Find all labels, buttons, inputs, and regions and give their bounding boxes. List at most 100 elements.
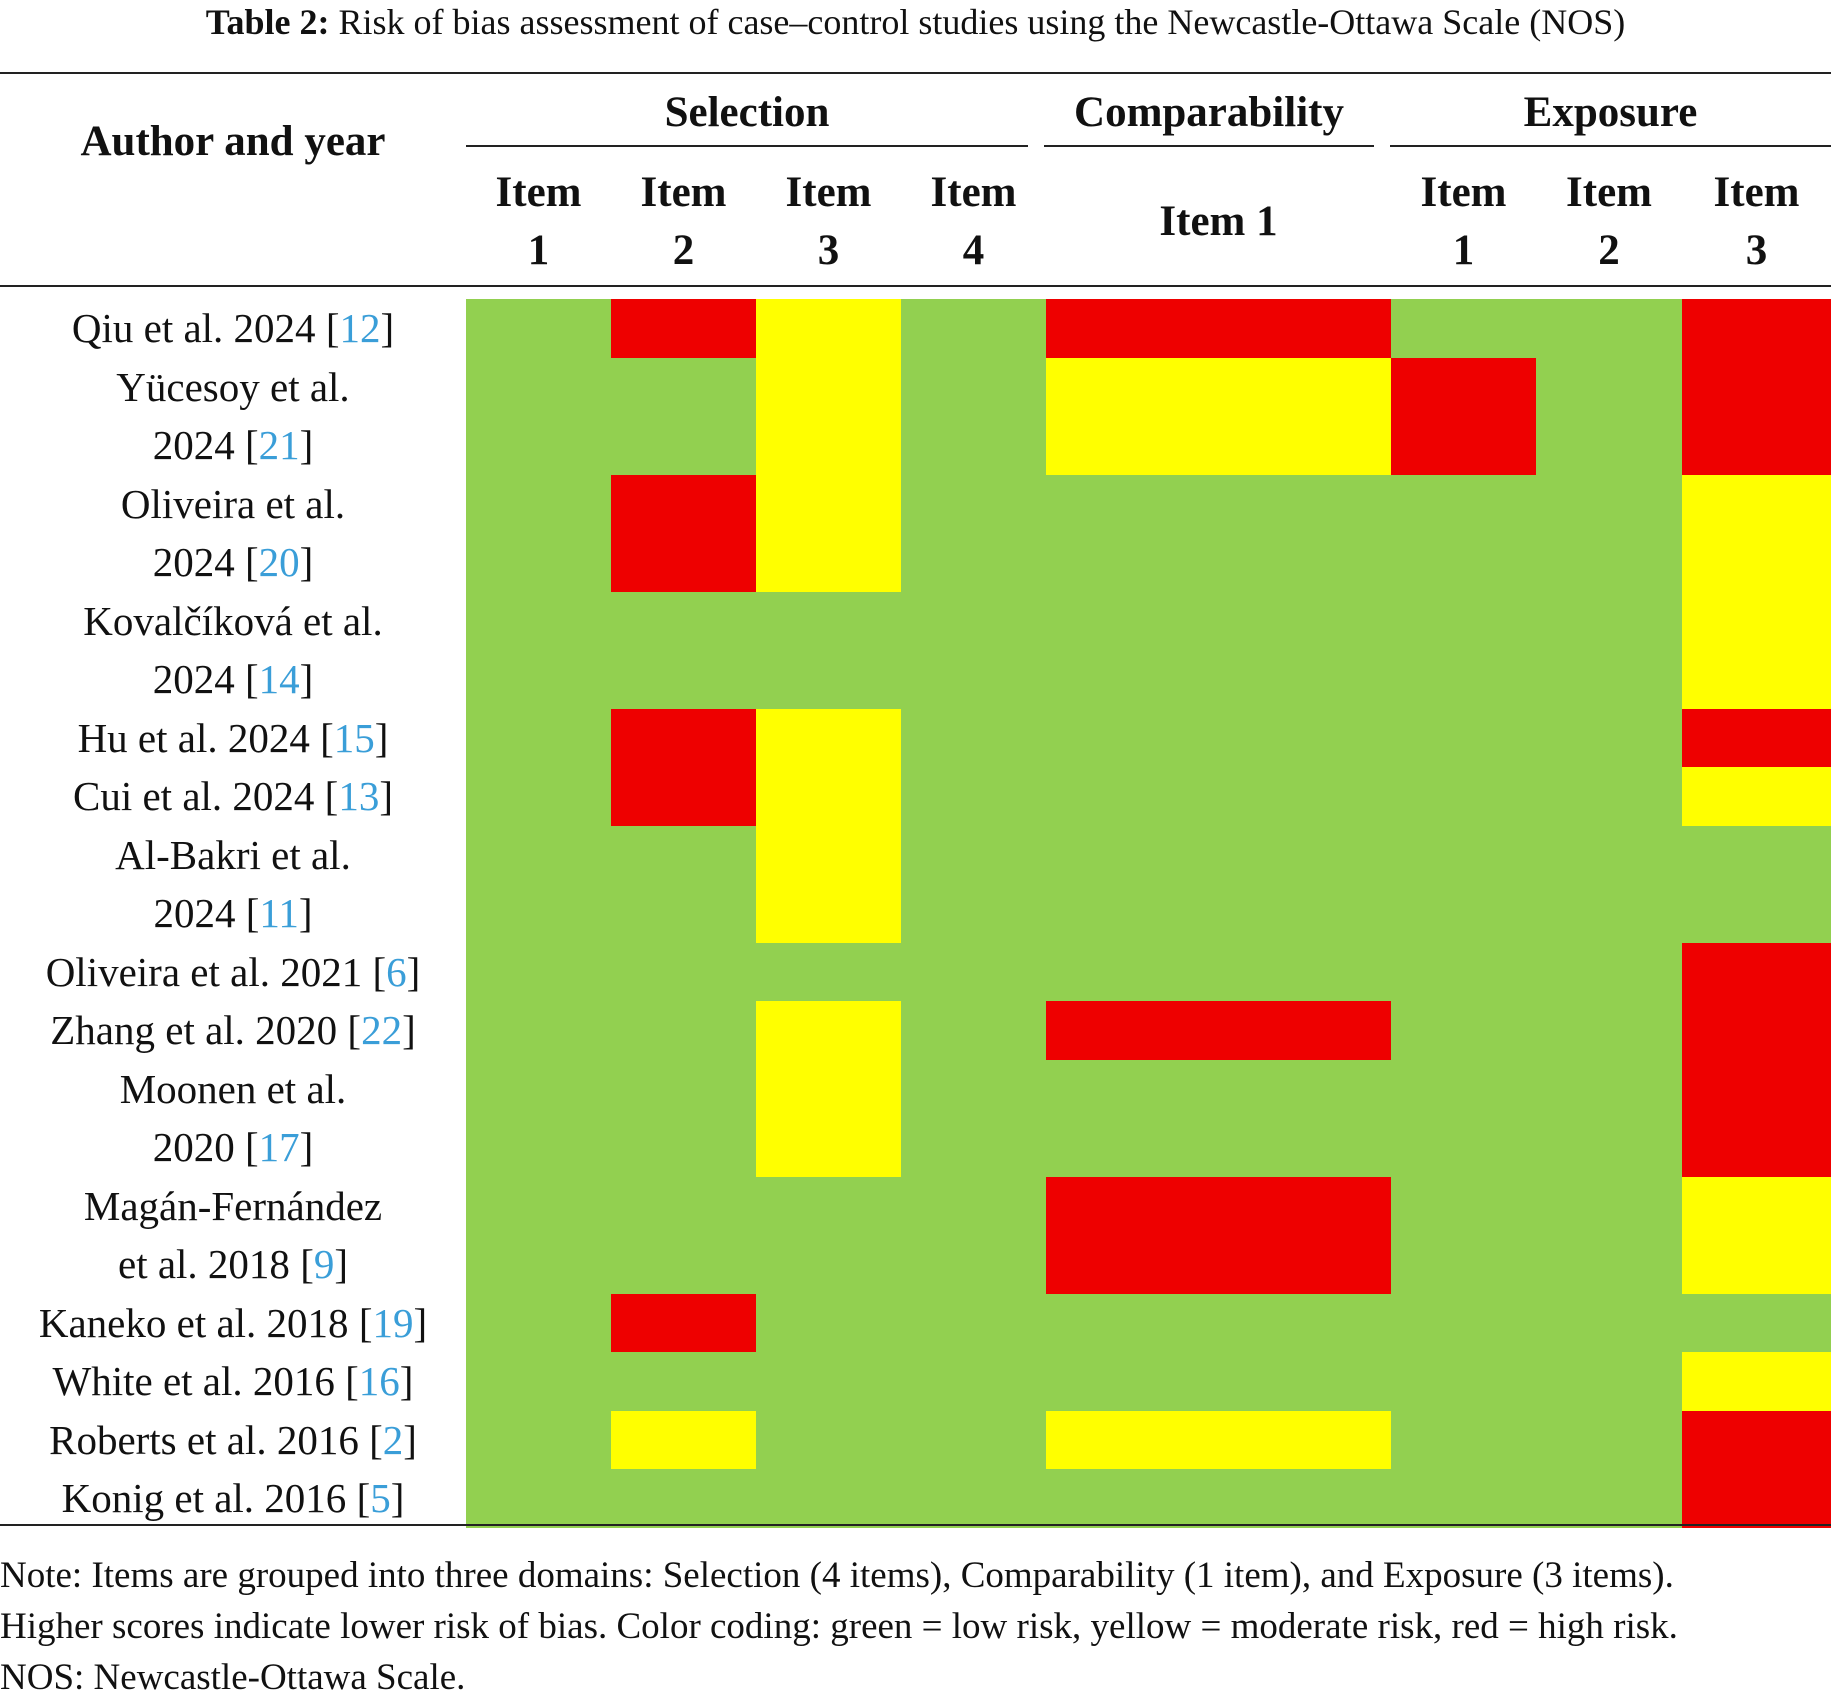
- rating-cell-g: [611, 1001, 756, 1060]
- rating-cell-g: [756, 1352, 901, 1411]
- rating-cell-r: [611, 299, 756, 358]
- rating-cell-g: [1046, 475, 1391, 592]
- citation-link[interactable]: 9: [313, 1240, 335, 1287]
- rating-cell-r: [1682, 943, 1831, 1001]
- rating-cell-g: [1046, 767, 1391, 826]
- rating-cell-g: [466, 358, 611, 475]
- item-header-6: Item 1: [1420, 169, 1507, 274]
- study-author-13: White et al. 2016 [16]: [52, 1358, 414, 1404]
- table-caption: Table 2: Risk of bias assessment of case…: [0, 0, 1831, 44]
- rating-cell-g: [466, 1294, 611, 1352]
- rating-cell-y: [756, 299, 901, 358]
- rating-cell-g: [1046, 1352, 1391, 1411]
- rating-cell-g: [901, 1001, 1046, 1060]
- rating-cell-g: [1536, 1469, 1682, 1528]
- rating-cell-y: [756, 1060, 901, 1177]
- rating-cell-g: [466, 475, 611, 592]
- selection-underline: [466, 145, 1028, 147]
- rating-cell-r: [1046, 1177, 1391, 1294]
- rating-cell-g: [1536, 358, 1682, 475]
- rating-cell-g: [466, 1411, 611, 1469]
- rating-cell-y: [756, 475, 901, 592]
- note-line-2: Higher scores indicate lower risk of bia…: [0, 1606, 1678, 1647]
- rating-cell-y: [1682, 592, 1831, 709]
- table-note: Note: Items are grouped into three domai…: [0, 1550, 1831, 1703]
- rating-cell-g: [901, 1177, 1046, 1294]
- rating-cell-y: [1682, 1352, 1831, 1411]
- rating-cell-y: [756, 767, 901, 826]
- rating-cell-r: [1682, 299, 1831, 358]
- rating-cell-g: [1046, 1060, 1391, 1177]
- citation-link[interactable]: 22: [361, 1007, 403, 1053]
- rating-cell-g: [756, 592, 901, 709]
- rating-cell-g: [466, 592, 611, 709]
- citation-link[interactable]: 13: [338, 773, 380, 819]
- rating-cell-g: [1536, 1001, 1682, 1060]
- citation-link[interactable]: 5: [370, 1475, 391, 1521]
- rating-cell-r: [1046, 299, 1391, 358]
- comparability-underline: [1044, 145, 1374, 147]
- citation-link[interactable]: 6: [386, 948, 407, 995]
- citation-link[interactable]: 15: [333, 714, 375, 761]
- rating-cell-g: [901, 1060, 1046, 1177]
- study-author-1: Qiu et al. 2024 [12]: [71, 305, 395, 351]
- rating-cell-g: [901, 943, 1046, 1001]
- study-author-10: Moonen et al. 2020 [17]: [119, 1065, 347, 1170]
- citation-link[interactable]: 21: [258, 421, 300, 468]
- rating-cell-r: [1682, 709, 1831, 767]
- study-author-14: Roberts et al. 2016 [2]: [49, 1416, 417, 1463]
- citation-link[interactable]: 20: [258, 538, 300, 585]
- rating-cell-g: [1391, 826, 1536, 943]
- rating-cell-y: [756, 826, 901, 943]
- rating-cell-g: [1682, 1294, 1831, 1352]
- rating-cell-g: [901, 709, 1046, 767]
- rating-cell-g: [1536, 1060, 1682, 1177]
- study-author-5: Hu et al. 2024 [15]: [77, 714, 389, 761]
- rating-cell-g: [1536, 943, 1682, 1001]
- citation-link[interactable]: 16: [358, 1358, 400, 1404]
- study-author-8: Oliveira et al. 2021 [6]: [45, 948, 421, 995]
- rating-cell-g: [1536, 299, 1682, 358]
- citation-link[interactable]: 14: [258, 655, 300, 702]
- rating-cell-g: [756, 1177, 901, 1294]
- rating-cell-g: [901, 1469, 1046, 1528]
- rating-cell-g: [611, 1060, 756, 1177]
- item-header-5: Item 1: [1159, 198, 1278, 245]
- rating-cell-r: [1046, 1001, 1391, 1060]
- rating-cell-g: [901, 358, 1046, 475]
- rating-cell-r: [1682, 358, 1831, 475]
- rating-cell-g: [901, 592, 1046, 709]
- citation-link[interactable]: 19: [372, 1299, 414, 1346]
- comparability-header: Comparability: [1074, 89, 1344, 136]
- caption-label: Table 2:: [205, 2, 330, 42]
- rating-cell-g: [1536, 1411, 1682, 1469]
- citation-link[interactable]: 17: [258, 1123, 300, 1170]
- citation-link[interactable]: 11: [259, 889, 299, 936]
- note-line-3: NOS: Newcastle-Ottawa Scale.: [0, 1657, 466, 1698]
- rating-cell-g: [1391, 475, 1536, 592]
- rating-cell-g: [1536, 1177, 1682, 1294]
- rating-cell-y: [611, 1411, 756, 1469]
- citation-link[interactable]: 2: [382, 1416, 404, 1463]
- rating-cell-y: [1046, 1411, 1391, 1469]
- rating-cell-r: [611, 1294, 756, 1352]
- item-header-1: Item 1: [495, 169, 582, 274]
- item-header-8: Item 3: [1713, 169, 1800, 274]
- rating-cell-g: [611, 1177, 756, 1294]
- selection-header: Selection: [664, 89, 830, 136]
- rating-cell-g: [1046, 826, 1391, 943]
- study-author-15: Konig et al. 2016 [5]: [61, 1475, 405, 1521]
- top-rule: [0, 72, 1831, 74]
- study-author-11: Magán-Fernández et al. 2018 [9]: [83, 1182, 383, 1287]
- rating-cell-g: [466, 767, 611, 826]
- rating-cell-g: [1391, 1469, 1536, 1528]
- study-author-6: Cui et al. 2024 [13]: [73, 773, 393, 819]
- author-header: Author and year: [80, 118, 386, 165]
- rating-cell-g: [1046, 709, 1391, 767]
- rating-cell-g: [756, 1411, 901, 1469]
- rating-cell-g: [901, 475, 1046, 592]
- exposure-header: Exposure: [1523, 89, 1698, 136]
- citation-link[interactable]: 12: [339, 305, 381, 351]
- rating-cell-y: [756, 358, 901, 475]
- rating-cell-y: [756, 709, 901, 767]
